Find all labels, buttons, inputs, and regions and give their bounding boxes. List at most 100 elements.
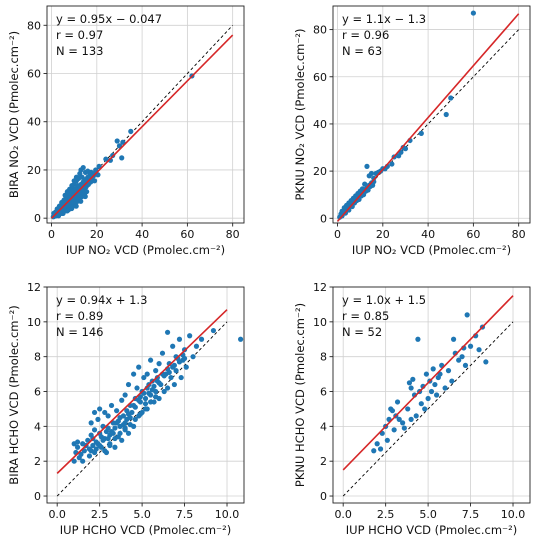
data-point — [114, 408, 120, 414]
data-point — [433, 392, 440, 398]
data-point — [112, 444, 118, 450]
panel-pknu-hcho: 0.0 2.5 5.0 7.5 10.0 0 2 4 6 8 10 12 IUP HCHO VCD (P… — [293, 281, 531, 537]
data-point — [90, 442, 96, 449]
data-point — [71, 458, 77, 464]
data-point — [391, 427, 397, 433]
data-point — [405, 406, 411, 412]
data-point — [74, 444, 81, 450]
data-point — [170, 343, 176, 349]
x-tick-label: 0 — [48, 228, 55, 241]
data-point — [384, 437, 390, 443]
stats-annotation-line: r = 0.85 — [342, 309, 389, 323]
stats-annotation-line: N = 133 — [56, 44, 104, 58]
data-point — [176, 336, 183, 342]
data-point — [443, 111, 449, 118]
data-point — [79, 174, 85, 180]
data-point — [108, 402, 115, 409]
x-tick-label: 80 — [226, 228, 240, 241]
data-point — [108, 428, 115, 435]
data-point — [68, 187, 74, 194]
x-tick-label: 0.0 — [48, 508, 66, 521]
data-point — [134, 385, 140, 391]
data-point — [97, 406, 103, 412]
stats-annotation-line: y = 1.1x − 1.3 — [342, 12, 426, 26]
data-point — [168, 374, 174, 381]
y-tick-label: 10 — [313, 316, 327, 329]
y-tick-label: 6 — [320, 386, 327, 399]
plot-frame — [46, 286, 245, 504]
regression-line — [56, 309, 228, 474]
x-axis-label: IUP HCHO VCD (Pmolec.cm⁻²) — [60, 523, 231, 537]
data-point — [84, 189, 90, 195]
data-point — [88, 420, 94, 426]
data-point — [82, 193, 88, 200]
data-point — [78, 198, 84, 204]
data-point — [105, 435, 111, 442]
data-point — [112, 425, 118, 431]
data-point — [103, 428, 110, 435]
stats-annotation-line: y = 1.0x + 1.5 — [342, 293, 426, 307]
data-point — [80, 458, 86, 464]
data-point — [69, 183, 75, 189]
data-point — [78, 451, 84, 457]
data-point — [91, 427, 98, 433]
data-point — [190, 354, 196, 360]
data-point — [131, 402, 137, 409]
data-point — [339, 208, 345, 214]
stats-annotation-line: N = 63 — [342, 44, 382, 58]
data-point — [128, 128, 134, 134]
y-tick-label: 8 — [320, 351, 327, 364]
plot-frame — [46, 5, 245, 224]
y-tick-label: 0 — [34, 212, 41, 225]
data-point — [91, 178, 98, 184]
data-point — [91, 409, 98, 416]
data-point — [141, 374, 147, 381]
data-point — [470, 10, 476, 16]
one-to-one-line — [342, 321, 514, 497]
x-axis-label: IUP NO₂ VCD (Pmolec.cm⁻²) — [352, 243, 511, 257]
data-point — [430, 366, 436, 372]
data-point — [119, 155, 125, 161]
data-point — [131, 371, 137, 377]
data-point — [476, 347, 482, 353]
data-point — [136, 397, 142, 403]
data-point — [100, 437, 106, 443]
plot-frame — [332, 5, 531, 224]
x-tick-label: 40 — [135, 228, 149, 241]
data-point — [364, 163, 370, 169]
data-point — [210, 327, 217, 334]
data-point — [117, 430, 123, 436]
data-point — [132, 416, 138, 422]
data-point — [394, 399, 401, 405]
data-point — [147, 357, 154, 363]
y-tick-label: 20 — [313, 165, 327, 178]
data-point — [413, 413, 419, 419]
data-point — [102, 448, 108, 454]
stats-annotation-line: r = 0.89 — [56, 309, 103, 323]
data-point — [86, 453, 93, 459]
y-axis-label: BIRA HCHO VCD (Pmolec.cm⁻²) — [7, 305, 21, 484]
data-point — [164, 385, 171, 391]
data-point — [467, 343, 474, 349]
data-point — [374, 441, 380, 447]
data-point — [418, 401, 424, 407]
data-point — [406, 380, 413, 386]
data-point — [80, 164, 86, 171]
data-point — [422, 406, 428, 412]
x-tick-label: 80 — [512, 228, 526, 241]
data-point — [125, 430, 132, 436]
data-point — [173, 368, 179, 374]
y-tick-label: 2 — [34, 455, 41, 468]
y-tick-label: 6 — [34, 386, 41, 399]
data-point — [119, 437, 125, 443]
x-tick-label: 7.5 — [176, 508, 194, 521]
data-point — [142, 406, 149, 412]
data-point — [183, 364, 189, 370]
data-point — [462, 362, 469, 368]
x-tick-label: 60 — [180, 228, 194, 241]
data-point — [164, 329, 171, 335]
data-point — [389, 408, 396, 414]
data-point — [122, 392, 128, 398]
